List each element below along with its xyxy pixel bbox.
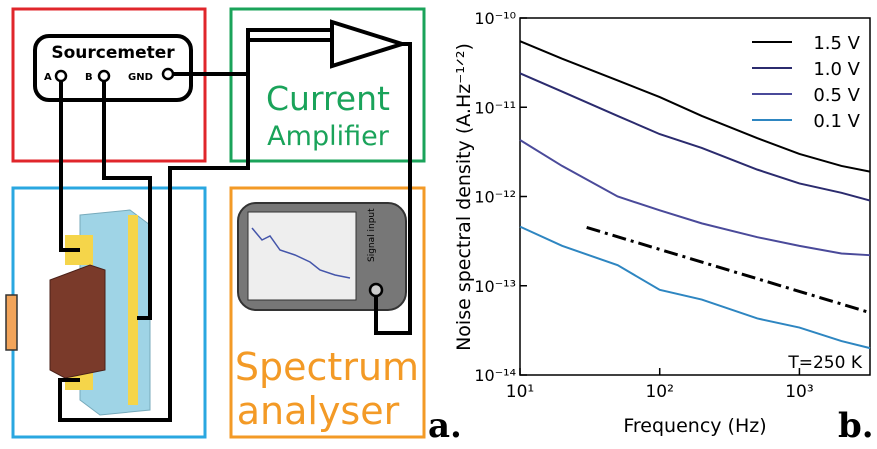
y-tick-label: 10⁻¹² xyxy=(474,188,516,207)
y-axis-label: Noise spectral density (A.Hz⁻¹ᐟ²) xyxy=(453,43,475,351)
terminal-label: GND xyxy=(128,72,153,83)
amplifier-label: Current xyxy=(266,79,390,118)
amplifier-label: Amplifier xyxy=(267,121,390,152)
wire xyxy=(59,81,80,252)
back-gate xyxy=(128,215,138,405)
series-line xyxy=(519,40,871,173)
wire xyxy=(374,42,412,335)
y-tick-label: 10⁻¹¹ xyxy=(474,98,516,117)
x-tick-label: 10¹ xyxy=(506,382,534,402)
reference-line xyxy=(586,226,871,315)
screen-trace xyxy=(251,227,351,279)
legend-label: 0.1 V xyxy=(813,111,860,132)
annotation: T=250 K xyxy=(787,353,862,373)
amplifier-symbol xyxy=(330,19,409,69)
x-tick-label: 10² xyxy=(645,382,673,402)
chart: Frequency (Hz) Noise spectral density (A… xyxy=(453,9,871,437)
y-tick-label: 10⁻¹⁰ xyxy=(474,9,516,28)
sourcemeter-title: Sourcemeter xyxy=(51,43,175,63)
analyser-label: analyser xyxy=(237,389,400,433)
x-axis-label: Frequency (Hz) xyxy=(623,415,766,437)
wire xyxy=(168,38,332,255)
x-tick-label: 10³ xyxy=(785,382,813,402)
terminal xyxy=(161,67,175,81)
signal-input-label: Signal input xyxy=(367,208,377,262)
legend-label: 1.5 V xyxy=(813,33,860,54)
wire xyxy=(102,81,152,320)
wires xyxy=(58,28,412,422)
legend-label: 1.0 V xyxy=(813,59,860,80)
y-tick-label: 10⁻¹⁴ xyxy=(474,366,516,385)
terminal-label: A xyxy=(44,72,52,83)
series-line xyxy=(519,225,871,350)
analyser-box xyxy=(229,186,426,439)
series-line xyxy=(519,72,871,202)
series-line xyxy=(519,139,871,257)
wire xyxy=(58,255,172,422)
panel-label: b. xyxy=(838,406,874,445)
y-tick-label: 10⁻¹³ xyxy=(474,277,516,296)
amplifier-box xyxy=(229,7,426,163)
terminal xyxy=(54,69,68,83)
wire xyxy=(173,28,332,76)
analyser-screen xyxy=(247,211,357,301)
panel-label: a. xyxy=(428,406,462,445)
legend-label: 0.5 V xyxy=(813,85,860,106)
analyser-label: Spectrum xyxy=(235,345,419,389)
contact xyxy=(5,294,18,351)
sourcemeter xyxy=(33,34,193,102)
terminal-label: B xyxy=(85,72,93,83)
sourcemeter-box xyxy=(11,7,207,163)
sample xyxy=(49,264,106,379)
terminal xyxy=(97,69,111,83)
input-port xyxy=(368,282,384,298)
